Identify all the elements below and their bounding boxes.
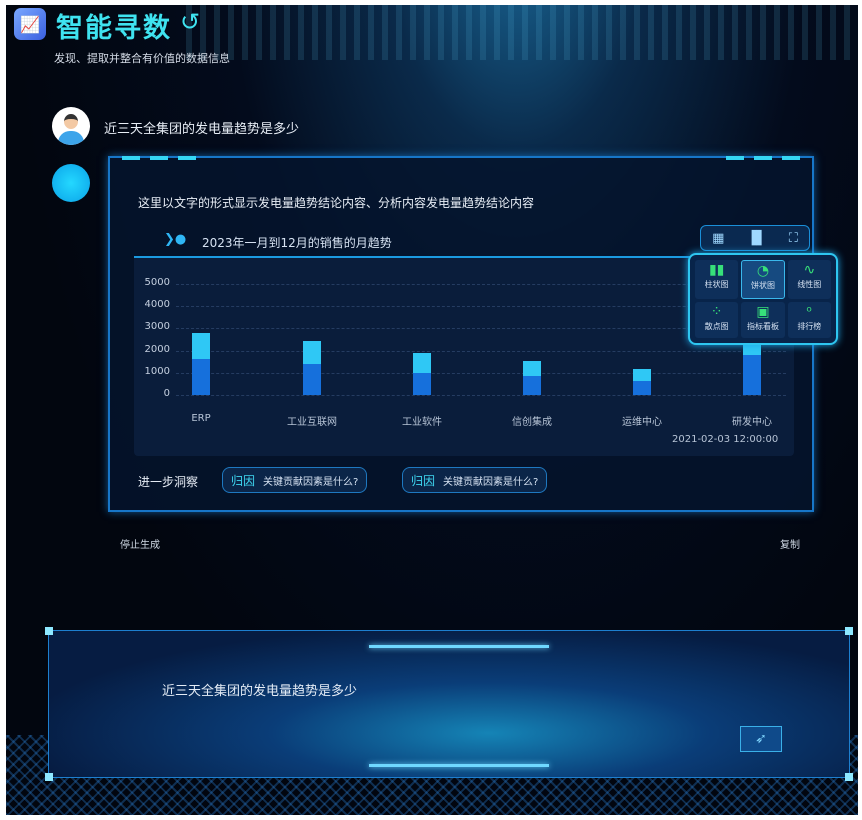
- option-label: 排行榜: [797, 321, 822, 331]
- chart-panel: [134, 256, 794, 456]
- option-label: 散点图: [704, 321, 729, 331]
- table-icon[interactable]: ▦: [712, 230, 725, 246]
- chevron-icon: ❯●: [164, 232, 187, 247]
- y-tick-label: 2000: [144, 343, 170, 355]
- x-tick-label: 工业软件: [402, 417, 442, 428]
- stop-generating-button[interactable]: 停止生成: [120, 540, 160, 551]
- insight-chip[interactable]: 归因 关键贡献因素是什么?: [222, 467, 368, 493]
- gridline: [176, 306, 786, 308]
- copy-button[interactable]: 复制: [780, 540, 800, 551]
- bar-segment: [523, 376, 541, 395]
- chip-tag: 归因: [231, 473, 256, 488]
- x-tick-label: 信创集成: [512, 417, 552, 428]
- option-label: 线性图: [797, 280, 822, 289]
- decor-top: [186, 5, 858, 60]
- chart-type-option[interactable]: ▮▮ 柱状图: [695, 260, 739, 299]
- bar-segment: [413, 372, 431, 395]
- x-tick-label: ERP: [191, 413, 211, 424]
- pie-icon: ◔: [756, 263, 770, 279]
- chart-title: 2023年一月到12月的销售的月趋势: [202, 236, 392, 250]
- chart-type-option[interactable]: ⁘ 散点图: [695, 301, 739, 338]
- chart-type-picker: ▮▮ 柱状图 ◔ 饼状图 ∿ 线性图 ⁘ 散点图 ▣ 指标看板 ᵒ 排行榜: [688, 253, 838, 345]
- option-label: 柱状图: [704, 280, 729, 289]
- chart-timestamp: 2021-02-03 12:00:00: [672, 434, 779, 445]
- assistant-avatar: [52, 164, 90, 202]
- insight-label: 进一步洞察: [138, 475, 199, 489]
- chart-type-option[interactable]: ᵒ 排行榜: [787, 301, 831, 338]
- chart-type-option[interactable]: ▣ 指标看板: [741, 301, 785, 338]
- send-button[interactable]: ➶: [740, 726, 782, 752]
- gridline: [176, 350, 786, 352]
- gridline: [176, 328, 786, 330]
- bar-segment: [633, 380, 651, 395]
- chat-input-box[interactable]: [45, 627, 853, 781]
- chart-toolbar: ▦ ▐▌ ⛶: [700, 225, 810, 251]
- bar-segment: [633, 369, 651, 381]
- page-title: 智能寻数: [56, 13, 172, 44]
- y-tick-label: 5000: [144, 277, 170, 288]
- chip-text: 关键贡献因素是什么?: [263, 476, 359, 488]
- bar-segment: [192, 332, 210, 360]
- undo-icon[interactable]: ↺: [180, 8, 201, 36]
- chat-input[interactable]: 近三天全集团的发电量趋势是多少: [162, 684, 358, 699]
- user-avatar: [52, 107, 90, 145]
- bar-icon: ▮▮: [708, 262, 725, 278]
- bar-chart-icon[interactable]: ▐▌: [746, 230, 767, 246]
- chart-type-option[interactable]: ◔ 饼状图: [741, 260, 785, 299]
- chart-logo-icon: 📈: [14, 8, 46, 40]
- answer-text: 这里以文字的形式显示发电量趋势结论内容、分析内容发电量趋势结论内容: [138, 196, 535, 210]
- gridline: [176, 284, 786, 285]
- y-tick-label: 4000: [144, 299, 170, 311]
- y-tick-label: 0: [163, 388, 170, 399]
- bar-segment: [303, 340, 321, 364]
- gridline: [176, 372, 786, 374]
- y-tick-label: 1000: [144, 365, 170, 377]
- x-tick-label: 研发中心: [732, 417, 772, 428]
- bar-segment: [413, 352, 431, 373]
- gridline: [176, 395, 786, 396]
- fullscreen-icon[interactable]: ⛶: [788, 230, 798, 246]
- bar-segment: [303, 363, 321, 395]
- user-question: 近三天全集团的发电量趋势是多少: [104, 122, 300, 137]
- bar-segment: [192, 359, 210, 395]
- chip-text: 关键贡献因素是什么?: [443, 476, 539, 488]
- dashboard-icon: ▣: [756, 303, 770, 320]
- line-icon: ∿: [803, 262, 816, 278]
- x-tick-label: 工业互联网: [287, 417, 337, 428]
- option-label: 指标看板: [746, 321, 779, 331]
- scatter-icon: ⁘: [710, 303, 723, 320]
- bar-segment: [523, 360, 541, 377]
- medal-icon: ᵒ: [806, 303, 813, 320]
- x-tick-label: 运维中心: [622, 417, 662, 428]
- chip-tag: 归因: [411, 473, 436, 488]
- option-label: 饼状图: [750, 281, 775, 290]
- bar-segment: [743, 355, 761, 395]
- page-subtitle: 发现、提取并整合有价值的数据信息: [54, 52, 230, 65]
- insight-chip[interactable]: 归因 关键贡献因素是什么?: [402, 467, 548, 493]
- chart-type-option[interactable]: ∿ 线性图: [787, 260, 831, 299]
- y-tick-label: 3000: [144, 321, 170, 333]
- send-icon: ➶: [755, 731, 767, 747]
